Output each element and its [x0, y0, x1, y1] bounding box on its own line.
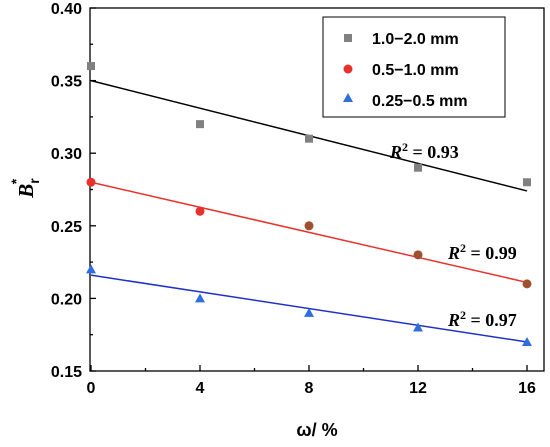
data-point-series-2 — [304, 221, 314, 231]
data-point-series-1 — [523, 178, 531, 187]
data-point-series-1 — [87, 62, 95, 71]
data-point-series-2 — [86, 177, 96, 187]
r2-annotation-1-0-2-0: R2 = 0.93 — [389, 140, 459, 162]
legend-label-0-5-1-0: 0.5−1.0 mm — [372, 62, 459, 79]
data-point-series-3 — [304, 307, 314, 317]
x-tick-label: 8 — [305, 380, 314, 397]
data-point-series-3 — [195, 293, 205, 303]
r2-annotation-0-5-1-0: R2 = 0.99 — [447, 241, 517, 263]
data-point-series-2 — [522, 279, 532, 289]
y-tick-label: 0.30 — [51, 146, 82, 163]
y-tick-label: 0.20 — [51, 291, 82, 308]
legend-box — [322, 16, 506, 118]
y-tick-label: 0.25 — [51, 219, 82, 236]
y-axis-title: Br* — [8, 178, 42, 199]
legend-marker-square — [344, 34, 352, 42]
x-tick-label: 4 — [196, 380, 205, 397]
legend: 1.0−2.0 mm 0.5−1.0 mm 0.25−0.5 mm — [322, 16, 506, 118]
legend-marker-triangle — [343, 93, 353, 102]
data-point-series-3 — [522, 336, 532, 346]
data-point-series-2 — [413, 250, 423, 260]
y-tick-label: 0.15 — [51, 364, 82, 381]
x-tick-label: 0 — [87, 380, 96, 397]
data-point-series-2 — [195, 206, 205, 216]
y-tick-label: 0.40 — [51, 1, 82, 18]
y-tick-label: 0.35 — [51, 74, 82, 91]
legend-label-0-25-0-5: 0.25−0.5 mm — [372, 93, 468, 110]
data-point-series-3 — [413, 322, 423, 332]
data-point-series-1 — [414, 163, 422, 172]
x-axis-title: ω/ % — [296, 420, 337, 440]
r2-annotation-0-25-0-5: R2 = 0.97 — [447, 308, 517, 330]
data-point-series-1 — [305, 134, 313, 143]
x-tick-label: 16 — [518, 380, 536, 397]
legend-label-1-0-2-0: 1.0−2.0 mm — [372, 31, 459, 48]
legend-marker-circle — [343, 64, 353, 74]
data-point-series-1 — [196, 120, 204, 129]
fit-line-series-2 — [90, 181, 528, 284]
data-point-series-3 — [86, 264, 96, 274]
x-tick-label: 12 — [409, 380, 427, 397]
